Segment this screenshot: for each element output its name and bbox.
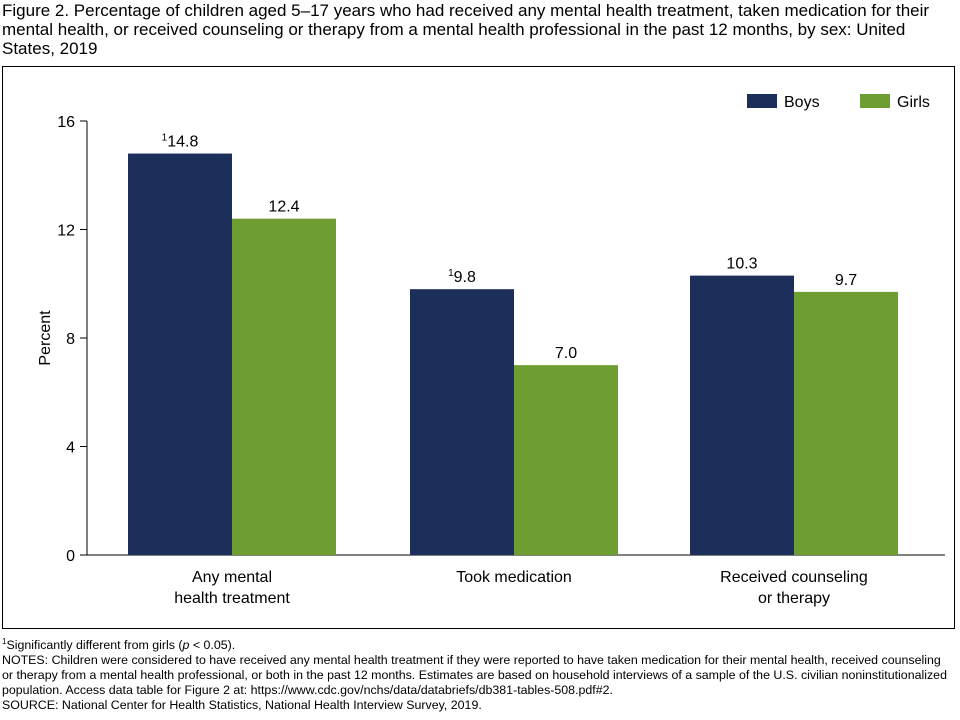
- bar-girls-2: [794, 291, 898, 555]
- category-label-2-1: or therapy: [758, 590, 830, 607]
- y-tick-label-1: 4: [66, 440, 75, 457]
- y-tick-label-4: 16: [57, 114, 75, 131]
- footnote-marker: 1: [2, 636, 7, 646]
- bar-boys-1: [410, 289, 514, 555]
- figure-title: Figure 2. Percentage of children aged 5–…: [2, 1, 930, 58]
- data-label-girls-0: 12.4: [268, 199, 299, 216]
- footnote-p: p: [182, 638, 190, 652]
- data-label-superscript: 1: [448, 268, 454, 279]
- bar-girls-0: [232, 218, 336, 555]
- source-text: SOURCE: National Center for Health Stati…: [2, 698, 482, 712]
- notes-text: NOTES: Children were considered to have …: [2, 653, 947, 697]
- data-label-value: 14.8: [167, 134, 198, 151]
- y-tick-label-3: 12: [57, 223, 75, 240]
- notes-section: 1Significantly different from girls (p <…: [2, 636, 954, 713]
- category-label-1-0: Took medication: [456, 569, 572, 586]
- legend-swatch-boys: [747, 94, 777, 108]
- y-tick-label-0: 0: [66, 548, 75, 565]
- category-label-0-1: health treatment: [174, 590, 290, 607]
- legend-label-boys: Boys: [784, 94, 820, 111]
- data-label-boys-1: 19.8: [448, 268, 476, 286]
- y-tick-label-2: 8: [66, 331, 75, 348]
- bar-chart: 0481216Percent114.819.810.312.47.09.7Any…: [37, 94, 945, 607]
- footnote-text-after: < 0.05).: [189, 638, 236, 652]
- bar-boys-0: [128, 153, 232, 556]
- data-label-boys-2: 10.3: [726, 256, 757, 273]
- footnote: 1Significantly different from girls (p <…: [2, 636, 954, 653]
- legend-swatch-girls: [860, 94, 890, 108]
- data-label-girls-1: 7.0: [555, 345, 577, 362]
- category-label-0-0: Any mental: [192, 569, 272, 586]
- chart-frame: 0 4 8 12 16 Percent 114.8 19.8 10.3 12.4 7.0 9.7 Any…: [2, 66, 955, 629]
- y-axis-label: Percent: [37, 310, 54, 366]
- data-label-boys-0: 114.8: [162, 133, 199, 151]
- data-label-superscript: 1: [162, 133, 168, 144]
- data-label-girls-2: 9.7: [835, 272, 857, 289]
- footnote-text-before: Significantly different from girls (: [6, 638, 183, 652]
- legend-label-girls: Girls: [897, 94, 930, 111]
- category-label-2-0: Received counseling: [720, 569, 868, 586]
- bar-boys-2: [690, 275, 794, 555]
- bar-girls-1: [514, 365, 618, 555]
- data-label-value: 9.8: [454, 269, 476, 286]
